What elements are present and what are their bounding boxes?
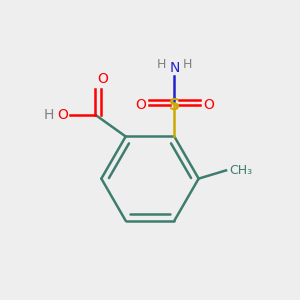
Text: O: O xyxy=(135,98,146,112)
Text: H: H xyxy=(183,58,192,71)
Text: O: O xyxy=(57,108,68,122)
Text: CH₃: CH₃ xyxy=(229,164,252,177)
Text: O: O xyxy=(97,72,108,86)
Text: H: H xyxy=(44,108,54,122)
Text: N: N xyxy=(169,61,179,75)
Text: O: O xyxy=(203,98,214,112)
Text: H: H xyxy=(156,58,166,71)
Text: S: S xyxy=(169,98,180,112)
